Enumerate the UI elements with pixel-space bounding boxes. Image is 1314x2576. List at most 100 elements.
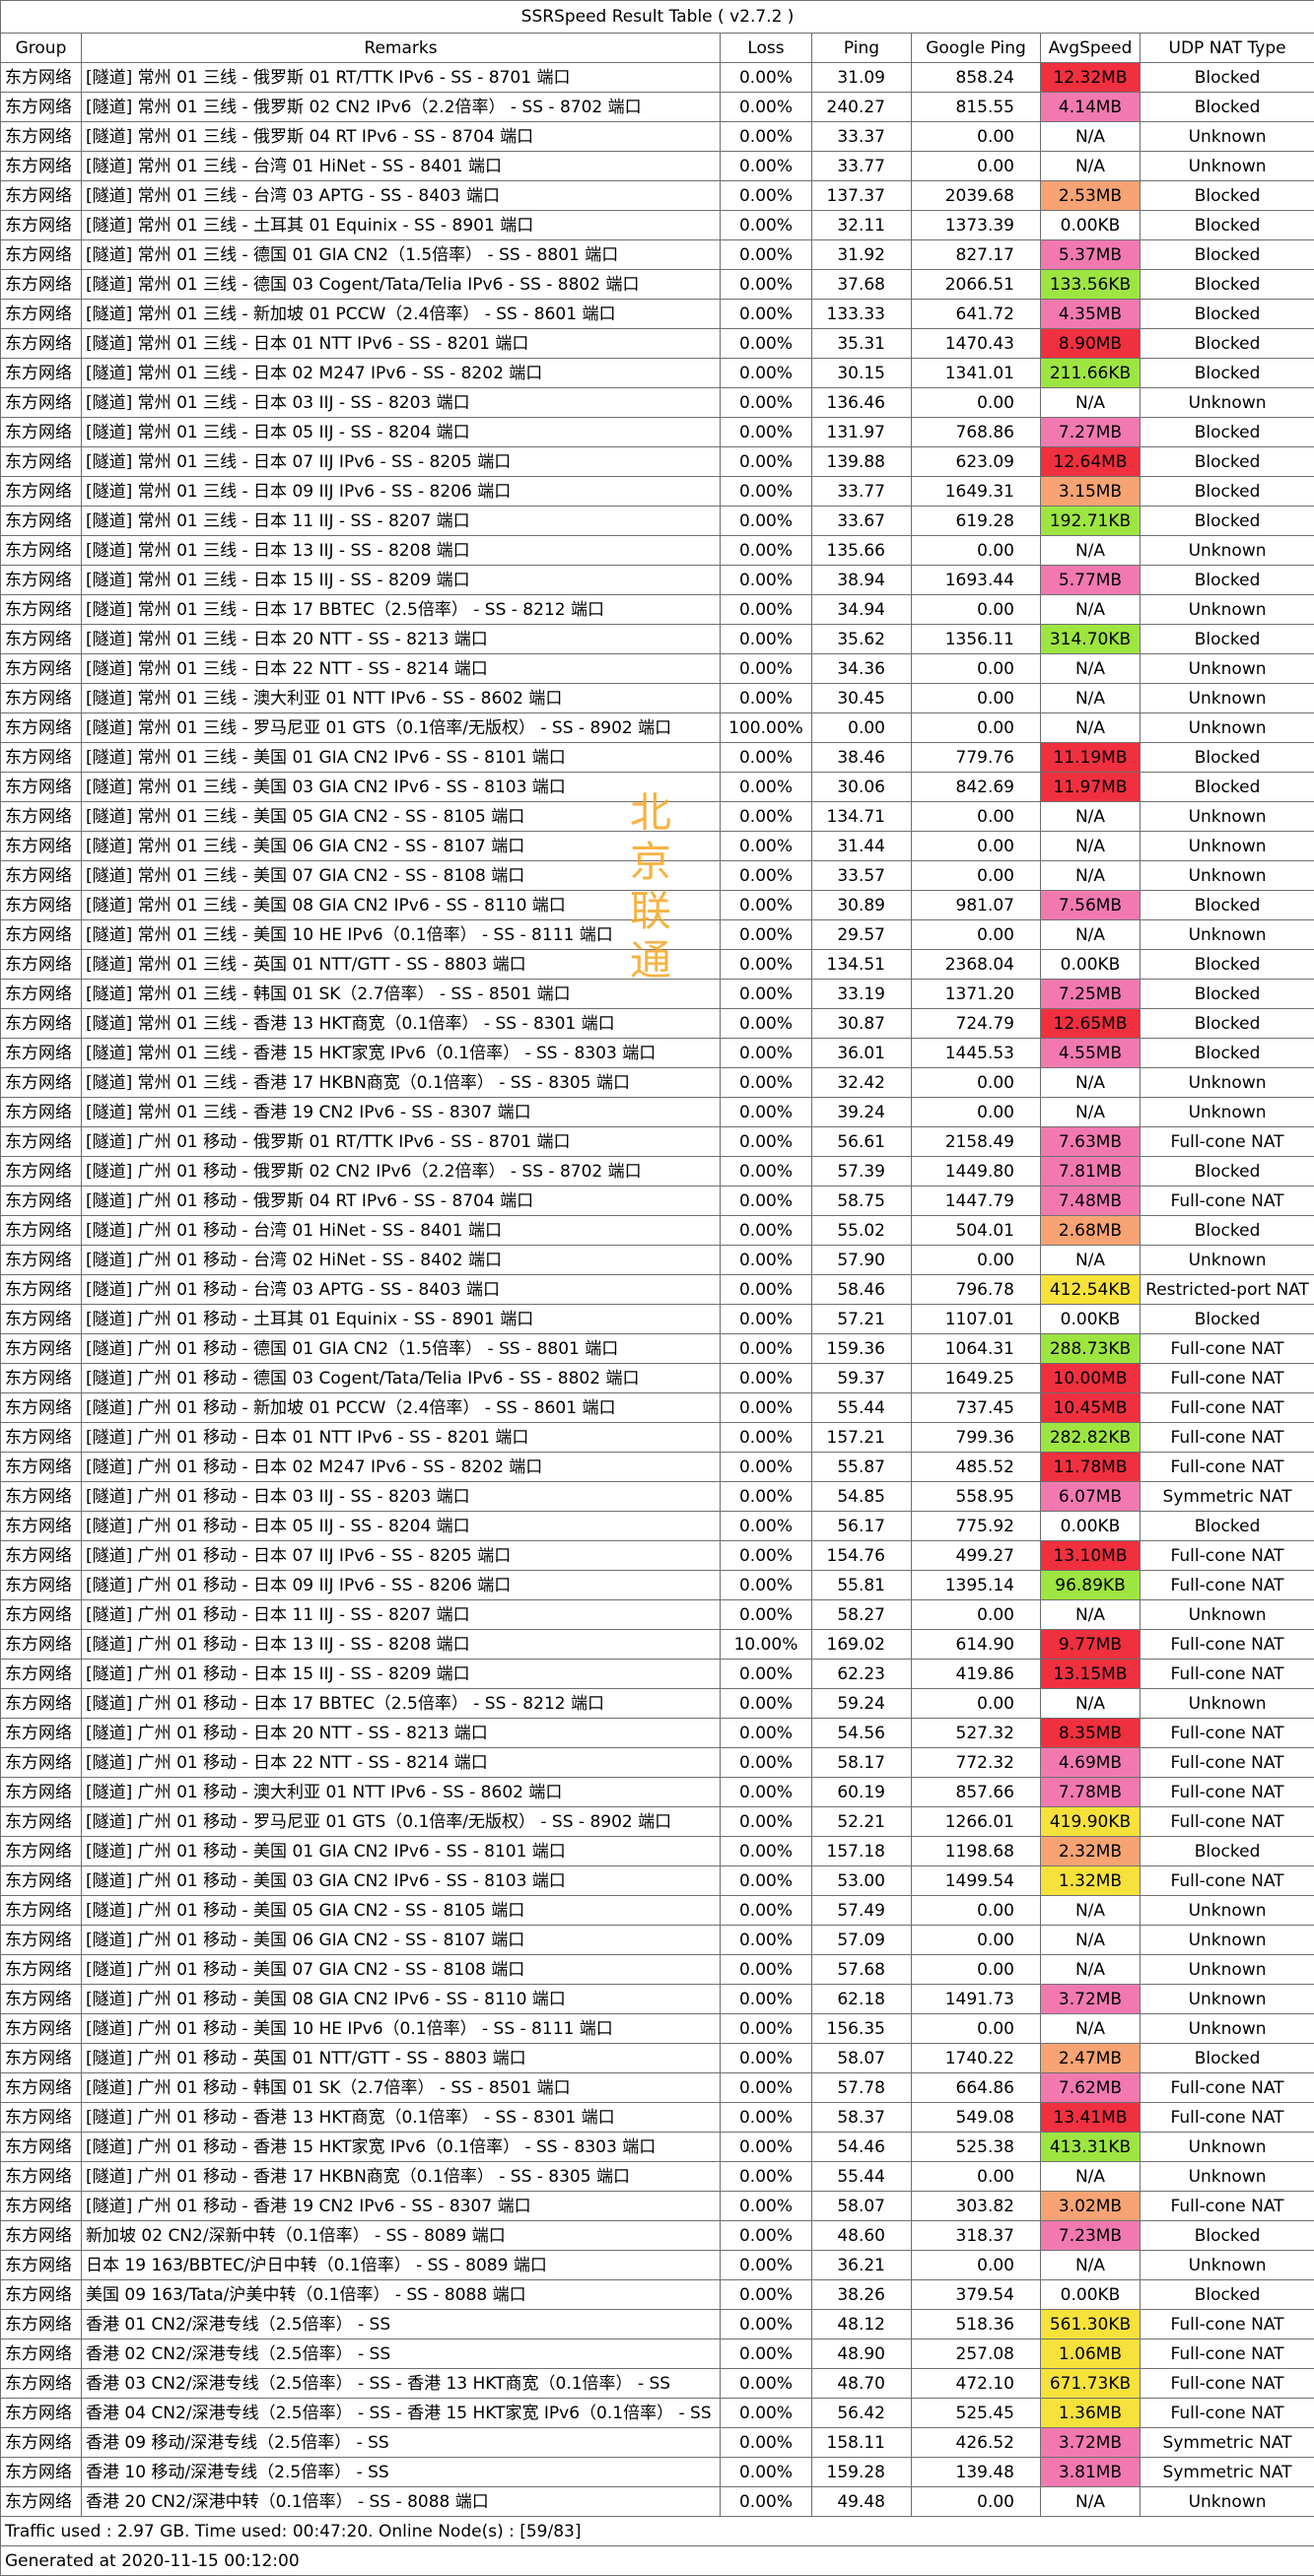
avg-speed-cell: 3.02MB — [1041, 2192, 1141, 2221]
ping-cell: 48.90 — [812, 2339, 912, 2369]
nat-type-cell: Blocked — [1141, 329, 1314, 359]
table-row: 东方网络[隧道] 常州 01 三线 - 日本 01 NTT IPv6 - SS … — [1, 329, 1314, 359]
nat-type-cell: Blocked — [1141, 2221, 1314, 2251]
nat-type-cell: Unknown — [1141, 654, 1314, 684]
loss-cell: 0.00% — [721, 1719, 812, 1748]
loss-cell: 0.00% — [721, 2339, 812, 2369]
google-ping-cell: 1491.73 — [912, 1985, 1041, 2014]
remarks-cell: [隧道] 常州 01 三线 - 美国 06 GIA CN2 - SS - 810… — [82, 832, 721, 861]
avg-speed-cell: N/A — [1041, 152, 1141, 181]
ping-cell: 35.31 — [812, 329, 912, 359]
google-ping-cell: 518.36 — [912, 2310, 1041, 2339]
google-ping-cell: 0.00 — [912, 2487, 1041, 2517]
group-cell: 东方网络 — [1, 1807, 82, 1837]
group-cell: 东方网络 — [1, 181, 82, 211]
avg-speed-cell: N/A — [1041, 832, 1141, 861]
nat-type-cell: Full-cone NAT — [1141, 1778, 1314, 1807]
avg-speed-cell: 5.77MB — [1041, 566, 1141, 595]
table-row: 东方网络[隧道] 常州 01 三线 - 香港 13 HKT商宽（0.1倍率） -… — [1, 1009, 1314, 1039]
loss-cell: 0.00% — [721, 2280, 812, 2310]
avg-speed-cell: 11.19MB — [1041, 743, 1141, 773]
ping-cell: 0.00 — [812, 713, 912, 743]
nat-type-cell: Full-cone NAT — [1141, 1807, 1314, 1837]
google-ping-cell: 525.38 — [912, 2133, 1041, 2162]
avg-speed-cell: 7.63MB — [1041, 1127, 1141, 1157]
loss-cell: 0.00% — [721, 240, 812, 270]
ping-cell: 32.11 — [812, 211, 912, 240]
table-row: 东方网络[隧道] 常州 01 三线 - 俄罗斯 02 CN2 IPv6（2.2倍… — [1, 93, 1314, 122]
nat-type-cell: Blocked — [1141, 950, 1314, 980]
avg-speed-cell: 5.37MB — [1041, 240, 1141, 270]
ping-cell: 159.36 — [812, 1334, 912, 1364]
nat-type-cell: Restricted-port NAT — [1141, 1275, 1314, 1305]
group-cell: 东方网络 — [1, 2369, 82, 2399]
ping-cell: 30.89 — [812, 891, 912, 920]
nat-type-cell: Unknown — [1141, 1926, 1314, 1955]
avg-speed-cell: 0.00KB — [1041, 1305, 1141, 1334]
remarks-cell: [隧道] 广州 01 移动 - 德国 03 Cogent/Tata/Telia … — [82, 1364, 721, 1393]
remarks-cell: [隧道] 常州 01 三线 - 德国 03 Cogent/Tata/Telia … — [82, 270, 721, 300]
group-cell: 东方网络 — [1, 447, 82, 477]
avg-speed-cell: 7.81MB — [1041, 1157, 1141, 1186]
nat-type-cell: Blocked — [1141, 773, 1314, 802]
nat-type-cell: Unknown — [1141, 1689, 1314, 1719]
table-row: 东方网络[隧道] 常州 01 三线 - 德国 03 Cogent/Tata/Te… — [1, 270, 1314, 300]
ping-cell: 55.44 — [812, 1393, 912, 1423]
group-cell: 东方网络 — [1, 1512, 82, 1541]
group-cell: 东方网络 — [1, 1364, 82, 1393]
avg-speed-cell: 13.10MB — [1041, 1541, 1141, 1571]
nat-type-cell: Unknown — [1141, 2487, 1314, 2517]
avg-speed-cell: 2.53MB — [1041, 181, 1141, 211]
google-ping-cell: 1470.43 — [912, 329, 1041, 359]
loss-cell: 0.00% — [721, 447, 812, 477]
group-cell: 东方网络 — [1, 1541, 82, 1571]
group-cell: 东方网络 — [1, 595, 82, 625]
google-ping-cell: 1445.53 — [912, 1039, 1041, 1068]
table-row: 东方网络[隧道] 广州 01 移动 - 日本 15 IIJ - SS - 820… — [1, 1660, 1314, 1689]
group-cell: 东方网络 — [1, 1453, 82, 1482]
ping-cell: 57.68 — [812, 1955, 912, 1985]
group-cell: 东方网络 — [1, 1896, 82, 1926]
group-cell: 东方网络 — [1, 2399, 82, 2428]
header-ping: Ping — [812, 34, 912, 63]
table-row: 东方网络[隧道] 广州 01 移动 - 日本 22 NTT - SS - 821… — [1, 1748, 1314, 1778]
remarks-cell: [隧道] 常州 01 三线 - 日本 15 IIJ - SS - 8209 端口 — [82, 566, 721, 595]
ping-cell: 30.06 — [812, 773, 912, 802]
table-row: 东方网络[隧道] 常州 01 三线 - 美国 07 GIA CN2 - SS -… — [1, 861, 1314, 891]
table-row: 东方网络[隧道] 广州 01 移动 - 韩国 01 SK（2.7倍率） - SS… — [1, 2073, 1314, 2103]
table-row: 东方网络[隧道] 常州 01 三线 - 日本 07 IIJ IPv6 - SS … — [1, 447, 1314, 477]
remarks-cell: [隧道] 广州 01 移动 - 日本 15 IIJ - SS - 8209 端口 — [82, 1660, 721, 1689]
group-cell: 东方网络 — [1, 920, 82, 950]
avg-speed-cell: 4.69MB — [1041, 1748, 1141, 1778]
google-ping-cell: 1395.14 — [912, 1571, 1041, 1600]
nat-type-cell: Blocked — [1141, 1512, 1314, 1541]
header-row: Group Remarks Loss Ping Google Ping AvgS… — [1, 34, 1314, 63]
loss-cell: 0.00% — [721, 2428, 812, 2458]
ping-cell: 30.15 — [812, 359, 912, 388]
table-row: 东方网络[隧道] 广州 01 移动 - 美国 06 GIA CN2 - SS -… — [1, 1926, 1314, 1955]
avg-speed-cell: N/A — [1041, 802, 1141, 832]
table-row: 东方网络[隧道] 广州 01 移动 - 日本 11 IIJ - SS - 820… — [1, 1600, 1314, 1630]
ping-cell: 240.27 — [812, 93, 912, 122]
nat-type-cell: Full-cone NAT — [1141, 1660, 1314, 1689]
remarks-cell: [隧道] 广州 01 移动 - 英国 01 NTT/GTT - SS - 880… — [82, 2044, 721, 2073]
google-ping-cell: 623.09 — [912, 447, 1041, 477]
nat-type-cell: Blocked — [1141, 240, 1314, 270]
nat-type-cell: Symmetric NAT — [1141, 1482, 1314, 1512]
nat-type-cell: Unknown — [1141, 1600, 1314, 1630]
remarks-cell: [隧道] 常州 01 三线 - 日本 05 IIJ - SS - 8204 端口 — [82, 418, 721, 447]
ping-cell: 33.77 — [812, 152, 912, 181]
remarks-cell: [隧道] 常州 01 三线 - 土耳其 01 Equinix - SS - 89… — [82, 211, 721, 240]
remarks-cell: [隧道] 广州 01 移动 - 俄罗斯 01 RT/TTK IPv6 - SS … — [82, 1127, 721, 1157]
avg-speed-cell: 11.78MB — [1041, 1453, 1141, 1482]
table-row: 东方网络[隧道] 广州 01 移动 - 新加坡 01 PCCW（2.4倍率） -… — [1, 1393, 1314, 1423]
nat-type-cell: Unknown — [1141, 2162, 1314, 2192]
ping-cell: 54.46 — [812, 2133, 912, 2162]
table-row: 东方网络[隧道] 常州 01 三线 - 日本 03 IIJ - SS - 820… — [1, 388, 1314, 418]
table-row: 东方网络[隧道] 广州 01 移动 - 香港 13 HKT商宽（0.1倍率） -… — [1, 2103, 1314, 2133]
remarks-cell: [隧道] 广州 01 移动 - 罗马尼亚 01 GTS（0.1倍率/无版权） -… — [82, 1807, 721, 1837]
google-ping-cell: 485.52 — [912, 1453, 1041, 1482]
table-row: 东方网络[隧道] 常州 01 三线 - 俄罗斯 01 RT/TTK IPv6 -… — [1, 63, 1314, 93]
avg-speed-cell: 6.07MB — [1041, 1482, 1141, 1512]
